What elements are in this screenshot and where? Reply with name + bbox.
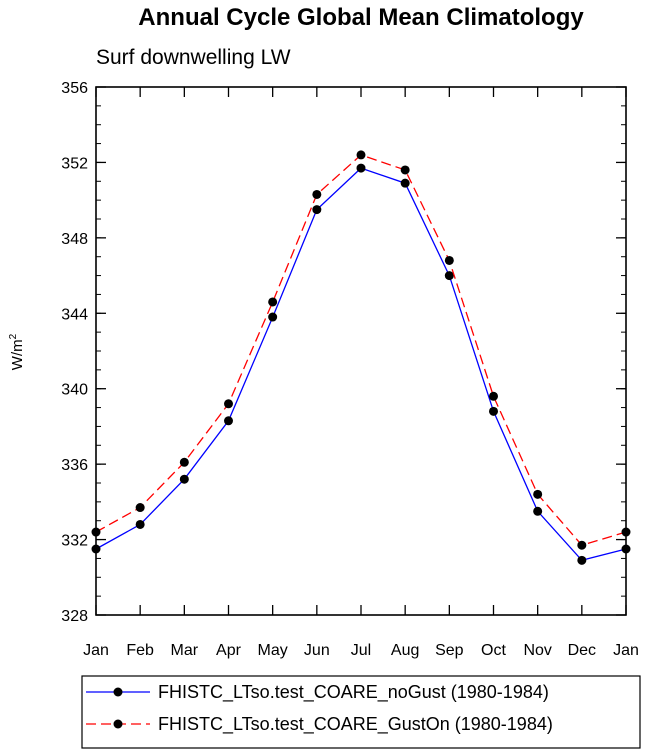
y-tick-label: 336	[61, 457, 88, 474]
series-line-1	[95, 167, 627, 562]
x-tick-label: Jan	[83, 642, 109, 659]
series-2-marker	[179, 457, 189, 467]
series-1-marker	[135, 519, 145, 529]
plot-frame	[95, 86, 627, 616]
series-1-marker	[577, 555, 587, 565]
series-2-marker	[312, 189, 322, 199]
x-tick-labels: Jan Feb Mar Apr May Jun Jul Aug Sep Oct Nov Dec Jan	[83, 642, 639, 659]
series-2-marker	[444, 255, 454, 265]
x-tick-label: Jun	[304, 642, 330, 659]
series-line-2	[95, 154, 627, 546]
y-axis-label-superscript: 2	[8, 333, 19, 339]
y-tick-label: 332	[61, 533, 88, 550]
y-tick-label: 348	[61, 231, 88, 248]
y-axis-label-unit: W/m	[9, 339, 26, 370]
series-2-marker	[533, 489, 543, 499]
x-tick-label: Dec	[568, 642, 596, 659]
series-1-marker	[400, 178, 410, 188]
y-tick-label: 356	[61, 80, 88, 97]
x-tick-label: Mar	[171, 642, 199, 659]
series-layer	[91, 150, 631, 565]
series-2-marker	[356, 150, 366, 160]
x-tick-label: Apr	[216, 642, 242, 659]
y-tick-label: 340	[61, 382, 88, 399]
series-1-marker	[179, 474, 189, 484]
legend-label-1: FHISTC_LTso.test_COARE_noGust (1980-1984…	[158, 682, 549, 703]
y-tick-label: 344	[61, 306, 88, 323]
chart-subtitle: Surf downwelling LW	[96, 46, 291, 69]
series-2-marker	[577, 540, 587, 550]
x-tick-label: Feb	[126, 642, 154, 659]
series-2-marker	[268, 297, 278, 307]
x-tick-label: Oct	[481, 642, 506, 659]
y-tick-label: 328	[61, 608, 88, 625]
legend-label-2: FHISTC_LTso.test_COARE_GustOn (1980-1984…	[158, 714, 553, 735]
series-1-marker	[268, 312, 278, 322]
x-tick-label: Nov	[523, 642, 551, 659]
y-axis-label: W/m2	[8, 333, 26, 370]
series-2-marker	[400, 165, 410, 175]
legend-marker-1	[113, 687, 123, 697]
series-2-marker	[489, 391, 498, 401]
legend-marker-2	[113, 719, 123, 729]
y-tick-label: 352	[61, 155, 88, 172]
series-2-marker	[135, 503, 145, 513]
series-1-marker	[533, 506, 543, 516]
series-1-marker	[489, 406, 498, 416]
legend: FHISTC_LTso.test_COARE_noGust (1980-1984…	[81, 675, 641, 749]
series-1-marker	[224, 416, 233, 426]
x-tick-label: Jul	[351, 642, 371, 659]
series-2-marker	[224, 399, 233, 409]
chart-title: Annual Cycle Global Mean Climatology	[138, 4, 584, 31]
series-1-marker	[356, 163, 366, 173]
x-tick-label: Aug	[391, 642, 419, 659]
series-1-marker	[312, 205, 322, 215]
x-tick-label: Jan	[613, 642, 639, 659]
series-1-marker	[444, 271, 454, 281]
legend-box	[81, 675, 641, 749]
y-tick-labels: 328 332 336 340 344 348 352 356	[61, 80, 88, 625]
x-tick-label: May	[258, 642, 288, 659]
x-tick-label: Sep	[435, 642, 464, 659]
